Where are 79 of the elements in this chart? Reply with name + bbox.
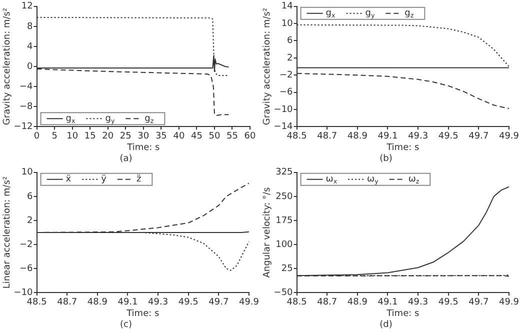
x-tick-label: 49.7 bbox=[468, 297, 489, 308]
y-tick-label: 8 bbox=[27, 22, 34, 32]
x-tick-label: 25 bbox=[120, 131, 132, 142]
x-tick-label: 60 bbox=[244, 131, 256, 142]
y-tick-label: 25 bbox=[281, 264, 293, 274]
x-tick-label: 48.9 bbox=[347, 131, 368, 142]
x-tick-label: 35 bbox=[155, 131, 167, 142]
y-tick-label: −6 bbox=[280, 88, 294, 98]
x-axis-title: Time: s bbox=[386, 143, 420, 154]
y-tick-label: −50 bbox=[274, 288, 294, 298]
y-tick-label: 250 bbox=[276, 192, 294, 202]
x-tick-label: 49.9 bbox=[498, 297, 520, 308]
y-tick-label: 6 bbox=[287, 36, 294, 46]
y-tick-label: −10 bbox=[274, 104, 294, 115]
legend-label: ẍ bbox=[66, 174, 72, 185]
y-tick-label: −2 bbox=[20, 240, 33, 250]
x-tick-label: 49.7 bbox=[208, 297, 229, 308]
x-tick-label: 15 bbox=[84, 131, 96, 142]
y-tick-label: 4 bbox=[27, 42, 34, 52]
text: (b) bbox=[380, 154, 392, 164]
y-tick-label: −12 bbox=[14, 122, 33, 132]
x-axis-title: Time: s bbox=[126, 309, 160, 320]
text: (a) bbox=[120, 154, 132, 164]
y-tick-label: −6 bbox=[20, 264, 34, 274]
y-axis-title: Linear acceleration: m/s² bbox=[2, 176, 13, 289]
x-tick-label: 48.5 bbox=[286, 131, 307, 142]
y-tick-label: 100 bbox=[276, 240, 294, 250]
x-tick-label: 49.5 bbox=[438, 131, 458, 142]
x-tick-label: 20 bbox=[102, 131, 114, 142]
x-axis-title: Time: s bbox=[386, 309, 420, 320]
x-axis-title: Time: s bbox=[126, 143, 160, 154]
legend-label: z̈ bbox=[136, 174, 142, 185]
x-tick-label: 0 bbox=[34, 131, 40, 142]
text: (d) bbox=[380, 320, 392, 330]
y-tick-label: −10 bbox=[14, 288, 34, 298]
x-tick-label: 48.5 bbox=[286, 297, 307, 308]
y-tick-label: 6 bbox=[27, 192, 34, 202]
x-tick-label: 30 bbox=[138, 131, 150, 142]
x-tick-label: 10 bbox=[66, 131, 78, 142]
y-axis-title: Gravity acceleration: m/s² bbox=[2, 8, 13, 126]
x-tick-label: 49.3 bbox=[408, 297, 428, 308]
legend-label: ÿ bbox=[101, 174, 108, 185]
x-tick-label: 49.1 bbox=[378, 297, 398, 308]
x-tick-label: 5 bbox=[52, 131, 58, 142]
y-tick-label: 12 bbox=[21, 2, 33, 12]
x-tick-label: 45 bbox=[190, 131, 202, 142]
x-tick-label: 49.3 bbox=[408, 131, 428, 142]
x-tick-label: 49.5 bbox=[438, 297, 458, 308]
y-tick-label: −14 bbox=[274, 122, 294, 132]
y-tick-label: 2 bbox=[27, 216, 33, 226]
x-tick-label: 48.9 bbox=[87, 297, 108, 308]
x-tick-label: 49.9 bbox=[498, 131, 520, 142]
x-tick-label: 48.7 bbox=[317, 297, 338, 308]
x-tick-label: 49.1 bbox=[118, 297, 138, 308]
x-tick-label: 49.7 bbox=[468, 131, 489, 142]
x-tick-label: 49.9 bbox=[238, 297, 260, 308]
y-tick-label: 14 bbox=[281, 2, 294, 12]
y-tick-label: 10 bbox=[21, 168, 34, 178]
x-tick-label: 49.5 bbox=[178, 297, 198, 308]
y-axis-title: Gravity acceleration: m/s² bbox=[262, 8, 273, 126]
y-tick-label: 325 bbox=[276, 168, 293, 178]
text: (c) bbox=[120, 320, 132, 330]
y-axis-title: Angular velocity: °/s bbox=[262, 186, 273, 278]
y-tick-label: −2 bbox=[280, 70, 293, 80]
x-tick-label: 40 bbox=[173, 131, 185, 142]
y-tick-label: 2 bbox=[287, 53, 293, 64]
y-tick-label: 0 bbox=[27, 62, 34, 72]
y-tick-label: 10 bbox=[281, 18, 294, 29]
y-tick-label: −8 bbox=[20, 102, 34, 112]
y-tick-label: 175 bbox=[276, 216, 293, 226]
x-tick-label: 48.7 bbox=[317, 131, 338, 142]
y-tick-label: −4 bbox=[20, 82, 34, 92]
x-tick-label: 48.5 bbox=[26, 297, 47, 308]
x-tick-label: 49.1 bbox=[378, 131, 398, 142]
x-tick-label: 48.7 bbox=[57, 297, 78, 308]
x-tick-label: 55 bbox=[226, 131, 238, 142]
x-tick-label: 50 bbox=[208, 131, 220, 142]
x-tick-label: 48.9 bbox=[347, 297, 368, 308]
x-tick-label: 49.3 bbox=[148, 297, 168, 308]
